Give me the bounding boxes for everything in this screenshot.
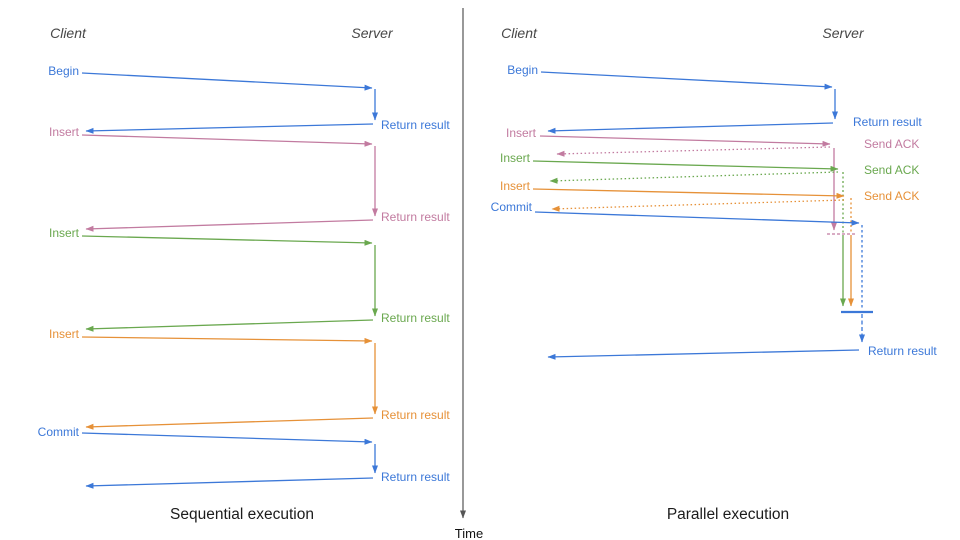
sequential-insert-2-segment-2	[85, 319, 374, 332]
sequential-insert-3-label-1: Return result	[381, 408, 450, 422]
parallel-insert-1-segment-1	[556, 146, 831, 157]
parallel-insert-1-label-1: Send ACK	[864, 137, 919, 151]
sequential-client-header: Client	[50, 25, 87, 41]
sequential-insert-2-segment-0	[81, 235, 373, 246]
parallel-insert-3-segment-1	[551, 199, 845, 212]
parallel-insert-3-segment-0	[532, 188, 845, 199]
sequential-insert-1-segment-0	[81, 134, 373, 147]
sequential-begin-label-0: Begin	[48, 64, 79, 78]
parallel-begin-segment-2	[547, 122, 834, 134]
parallel-insert-3-label-0: Insert	[500, 179, 531, 193]
parallel-insert-2-segment-1	[549, 171, 839, 184]
parallel-insert-3-label-1: Send ACK	[864, 189, 919, 203]
sequential-insert-2-label-0: Insert	[49, 226, 80, 240]
sequential-insert-3-segment-2	[85, 417, 374, 430]
parallel-begin-segment-0	[540, 71, 833, 90]
parallel-insert-2-segment-0	[532, 160, 839, 172]
sequential-commit-label-0: Commit	[38, 425, 80, 439]
parallel-begin-label-1: Return result	[853, 115, 922, 129]
sequential-insert-2-label-1: Return result	[381, 311, 450, 325]
parallel-insert-1-segment-0	[539, 135, 831, 147]
sequential-insert-3-label-0: Insert	[49, 327, 80, 341]
parallel-commit-label-0: Commit	[491, 200, 533, 214]
parallel-commit-label-1: Return result	[868, 344, 937, 358]
sequential-panel-title: Sequential execution	[170, 506, 314, 523]
time-axis-label: Time	[455, 526, 483, 540]
parallel-insert-1-label-0: Insert	[506, 126, 537, 140]
sequential-begin-segment-0	[81, 72, 373, 91]
sequential-begin-label-1: Return result	[381, 118, 450, 132]
parallel-commit-segment-0	[534, 211, 860, 226]
sequential-insert-1-label-0: Insert	[49, 125, 80, 139]
sequential-commit-segment-0	[81, 432, 373, 445]
sequential-insert-1-segment-2	[85, 219, 374, 232]
message-arrows-layer: Begin Return result Insert Return result Ins…	[38, 8, 937, 519]
sequential-insert-3-segment-0	[81, 336, 373, 344]
sequential-begin-segment-2	[85, 123, 374, 134]
parallel-insert-2-label-0: Insert	[500, 151, 531, 165]
parallel-commit-segment-4	[547, 349, 860, 360]
parallel-client-header: Client	[501, 25, 538, 41]
parallel-server-header: Server	[822, 25, 865, 41]
sequential-commit-segment-2	[85, 477, 374, 489]
sequential-commit-label-1: Return result	[381, 470, 450, 484]
parallel-begin-label-0: Begin	[507, 63, 538, 77]
parallel-insert-2-label-1: Send ACK	[864, 163, 919, 177]
parallel-panel-title: Parallel execution	[667, 506, 789, 523]
sequential-server-header: Server	[351, 25, 394, 41]
sequential-insert-1-label-1: Return result	[381, 210, 450, 224]
